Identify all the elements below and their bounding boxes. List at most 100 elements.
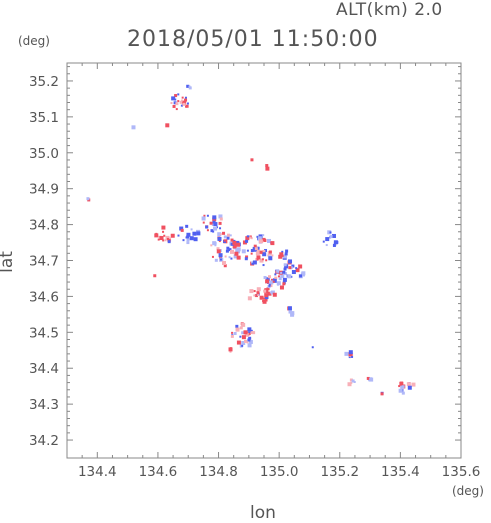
data-point (331, 233, 336, 238)
data-point (164, 239, 167, 242)
data-point (268, 256, 273, 261)
data-point (212, 217, 217, 222)
data-point (248, 332, 251, 335)
data-point (268, 250, 272, 254)
data-point (162, 230, 165, 233)
data-point (230, 238, 234, 242)
data-point (222, 261, 227, 266)
data-point (177, 93, 180, 96)
data-point (167, 240, 171, 244)
data-point (223, 239, 226, 242)
data-point (256, 258, 259, 261)
data-point (291, 270, 296, 275)
data-point (270, 241, 275, 246)
data-point (255, 251, 260, 256)
data-point (348, 356, 351, 359)
data-point (230, 242, 234, 246)
data-point (280, 271, 283, 274)
x-unit-label: (deg) (452, 484, 484, 498)
y-tick-label: 34.6 (29, 289, 59, 305)
data-point (246, 235, 249, 238)
y-tick-label: 35.1 (29, 110, 59, 126)
data-point (287, 306, 292, 311)
data-point (349, 378, 353, 382)
data-point (236, 255, 241, 260)
data-point (262, 299, 267, 304)
data-point (222, 231, 226, 235)
data-point (269, 291, 272, 294)
data-point (242, 240, 247, 245)
data-point (270, 290, 275, 295)
data-point (280, 273, 285, 278)
y-tick-label: 34.8 (29, 218, 59, 234)
data-point (180, 228, 184, 232)
data-point (250, 261, 253, 264)
data-point (181, 96, 184, 99)
data-point (239, 326, 243, 330)
data-point (274, 273, 277, 276)
data-point (153, 274, 157, 278)
data-point (175, 108, 178, 111)
data-point (213, 226, 218, 231)
data-point (246, 341, 249, 344)
data-point (247, 343, 252, 348)
data-point (219, 227, 222, 230)
data-point (243, 330, 248, 335)
data-point (192, 231, 197, 236)
data-point (351, 355, 354, 358)
data-point (233, 332, 237, 336)
data-point (253, 294, 256, 297)
data-point (285, 249, 289, 253)
data-point (172, 104, 176, 108)
data-point (226, 246, 230, 250)
data-point (253, 244, 257, 248)
data-point (267, 238, 272, 243)
data-point (190, 237, 193, 240)
data-point (276, 281, 281, 286)
altitude-label: ALT(km) 2.0 (336, 0, 443, 20)
data-point (212, 215, 217, 220)
data-point (288, 310, 292, 314)
data-point (219, 233, 222, 236)
data-point (186, 235, 190, 239)
data-point (250, 249, 254, 253)
data-point (182, 100, 187, 105)
data-point (180, 99, 183, 102)
data-point (218, 240, 221, 243)
data-point (411, 382, 416, 387)
data-point (170, 233, 175, 238)
data-point (369, 377, 374, 382)
data-point (256, 246, 260, 250)
data-point (179, 226, 184, 231)
data-point (329, 235, 333, 239)
data-point (218, 221, 222, 225)
data-point (224, 255, 227, 258)
y-tick-label: 34.4 (29, 361, 59, 377)
y-tick-label: 34.7 (29, 254, 59, 270)
data-point (239, 335, 242, 338)
data-point (177, 100, 180, 103)
data-points (86, 84, 416, 396)
data-point (398, 388, 403, 393)
data-point (216, 247, 220, 251)
data-point (253, 290, 256, 293)
data-point (269, 280, 274, 285)
data-point (262, 237, 266, 241)
data-point (277, 275, 280, 278)
data-point (287, 274, 292, 279)
data-point (223, 235, 227, 239)
data-point (257, 236, 262, 241)
data-point (202, 221, 205, 224)
data-point (186, 232, 191, 237)
data-point (351, 379, 355, 383)
data-point (184, 98, 188, 102)
data-point (353, 380, 356, 383)
data-point (86, 197, 90, 201)
data-point (241, 341, 246, 346)
data-point (401, 391, 405, 395)
data-point (174, 98, 177, 101)
data-point (230, 334, 234, 338)
data-point (259, 258, 264, 263)
data-point (229, 350, 232, 353)
data-point (244, 332, 249, 337)
